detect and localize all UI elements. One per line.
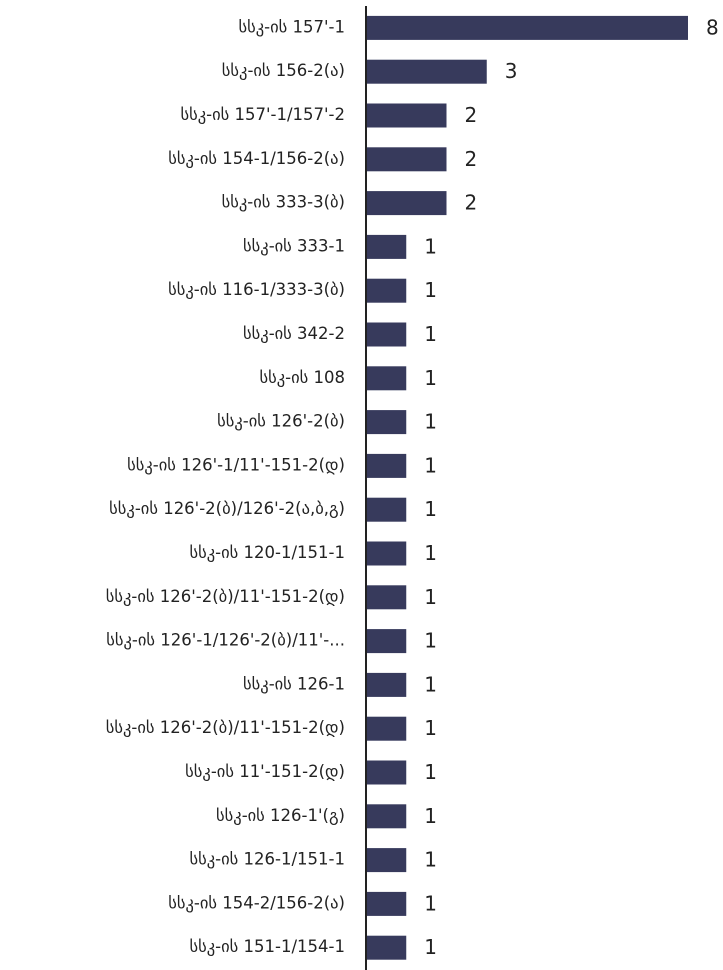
- value-label: 1: [424, 322, 437, 346]
- value-label: 1: [424, 716, 437, 740]
- bar: [366, 103, 447, 128]
- bar: [366, 804, 407, 829]
- value-label: 1: [424, 366, 437, 390]
- value-label: 1: [424, 629, 437, 653]
- category-label: სსკ-ის 126-1: [243, 674, 345, 693]
- value-label: 8: [706, 15, 719, 39]
- bar: [366, 366, 407, 391]
- category-label: სსკ-ის 342-2: [243, 324, 345, 343]
- bar: [366, 234, 407, 259]
- bar: [366, 760, 407, 785]
- category-label: სსკ-ის 126-1'(გ): [216, 806, 345, 825]
- category-label: სსკ-ის 333-3(ბ): [222, 193, 345, 212]
- category-label: სსკ-ის 116-1/333-3(ბ): [168, 280, 345, 299]
- category-label: სსკ-ის 126'-2(ბ)/11'-151-2(დ): [106, 587, 345, 606]
- bar: [366, 585, 407, 610]
- bar: [366, 672, 407, 697]
- bar: [366, 191, 447, 216]
- category-label: სსკ-ის 333-1: [243, 236, 345, 255]
- bar: [366, 147, 447, 172]
- category-label: სსკ-ის 154-1/156-2(ა): [168, 149, 345, 168]
- value-label: 1: [424, 497, 437, 521]
- value-label: 1: [424, 541, 437, 565]
- category-label: სსკ-ის 11'-151-2(დ): [185, 762, 345, 781]
- value-label: 1: [424, 278, 437, 302]
- bar: [366, 59, 487, 84]
- value-label: 1: [424, 848, 437, 872]
- category-label: სსკ-ის 126-1/151-1: [190, 850, 345, 869]
- category-label: სსკ-ის 154-2/156-2(ა): [168, 893, 345, 912]
- value-label: 3: [505, 59, 518, 83]
- value-label: 1: [424, 234, 437, 258]
- bar: [366, 15, 688, 40]
- category-label: სსკ-ის 108: [259, 368, 345, 387]
- value-label: 1: [424, 760, 437, 784]
- value-label: 1: [424, 891, 437, 915]
- bar: [366, 629, 407, 654]
- bar: [366, 322, 407, 347]
- bar: [366, 891, 407, 916]
- value-label: 1: [424, 585, 437, 609]
- bar: [366, 541, 407, 566]
- bar: [366, 716, 407, 741]
- category-label: სსკ-ის 156-2(ა): [222, 61, 345, 80]
- value-label: 1: [424, 410, 437, 434]
- category-label: სსკ-ის 126'-2(ბ)/126'-2(ა,ბ,გ): [109, 499, 345, 518]
- bar: [366, 497, 407, 522]
- bar: [366, 453, 407, 478]
- category-label: სსკ-ის 157'-1: [238, 17, 345, 36]
- category-label: სსკ-ის 126'-2(ბ)/11'-151-2(დ): [106, 718, 345, 737]
- category-label: სსკ-ის 126'-2(ბ): [217, 412, 345, 431]
- value-label: 1: [424, 672, 437, 696]
- value-label: 1: [424, 804, 437, 828]
- value-label: 1: [424, 453, 437, 477]
- category-label: სსკ-ის 157'-1/157'-2: [180, 105, 345, 124]
- value-label: 2: [465, 103, 478, 127]
- bar: [366, 278, 407, 303]
- bar: [366, 410, 407, 435]
- category-label: სსკ-ის 120-1/151-1: [190, 543, 345, 562]
- bar: [366, 848, 407, 873]
- category-label: სსკ-ის 126'-1/11'-151-2(დ): [127, 455, 345, 474]
- category-label: სსკ-ის 126'-1/126'-2(ბ)/11'-...: [106, 631, 345, 650]
- category-label: სსკ-ის 151-1/154-1: [190, 937, 345, 956]
- value-label: 2: [465, 191, 478, 215]
- value-label: 1: [424, 935, 437, 959]
- value-label: 2: [465, 147, 478, 171]
- bar: [366, 935, 407, 960]
